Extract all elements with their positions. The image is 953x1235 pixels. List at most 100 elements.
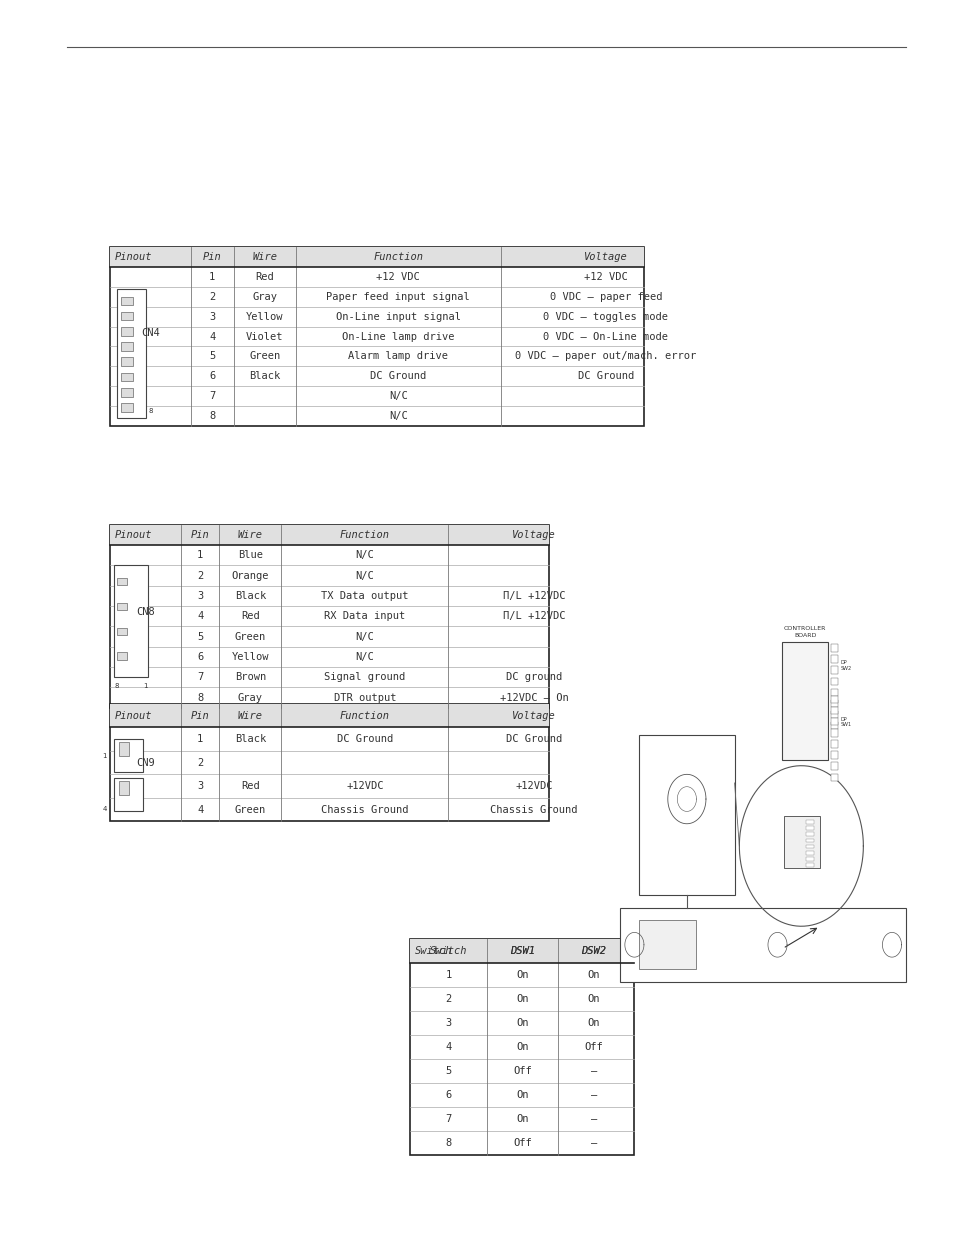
- Bar: [117, 652, 127, 659]
- Text: On: On: [587, 994, 599, 1004]
- Text: 6: 6: [197, 652, 203, 662]
- Text: 0 VDC – On-Line mode: 0 VDC – On-Line mode: [542, 331, 668, 342]
- Text: DC Ground: DC Ground: [370, 372, 426, 382]
- Text: +12 VDC: +12 VDC: [583, 272, 627, 282]
- Text: 3: 3: [197, 592, 203, 601]
- Text: On: On: [516, 1114, 528, 1124]
- Text: DC Ground: DC Ground: [578, 372, 633, 382]
- Text: DP
SW1: DP SW1: [840, 716, 851, 727]
- Text: DC Ground: DC Ground: [336, 734, 393, 745]
- Text: 7: 7: [197, 672, 203, 682]
- Text: 0 VDC – paper feed: 0 VDC – paper feed: [549, 291, 661, 301]
- Text: +12VDC – On: +12VDC – On: [499, 693, 568, 703]
- Text: 8: 8: [209, 411, 215, 421]
- Text: On: On: [516, 969, 528, 979]
- Text: Green: Green: [234, 804, 266, 815]
- Text: 2: 2: [197, 757, 203, 768]
- Text: Switch: Switch: [429, 946, 467, 956]
- Text: Π/L +12VDC: Π/L +12VDC: [502, 611, 565, 621]
- Text: 4: 4: [209, 331, 215, 342]
- Text: 6: 6: [209, 372, 215, 382]
- Bar: [121, 373, 132, 382]
- Text: Voltage: Voltage: [512, 530, 556, 540]
- Bar: [830, 722, 837, 730]
- Text: Signal ground: Signal ground: [324, 672, 405, 682]
- Text: On-Line input signal: On-Line input signal: [335, 311, 460, 321]
- Text: Yellow: Yellow: [232, 652, 269, 662]
- Text: Chassis Ground: Chassis Ground: [490, 804, 578, 815]
- Bar: [121, 403, 132, 411]
- Bar: [119, 742, 129, 756]
- Bar: [110, 704, 548, 727]
- Text: Black: Black: [234, 592, 266, 601]
- Text: Pin: Pin: [203, 252, 221, 262]
- Bar: [117, 627, 127, 635]
- Bar: [805, 863, 813, 867]
- Text: CONTROLLER: CONTROLLER: [783, 626, 825, 631]
- Bar: [119, 782, 129, 794]
- Text: TX Data output: TX Data output: [321, 592, 408, 601]
- Bar: [830, 718, 837, 725]
- Bar: [805, 857, 813, 861]
- Bar: [117, 578, 127, 585]
- Text: 5: 5: [445, 1066, 451, 1076]
- Text: Pinout: Pinout: [114, 710, 152, 721]
- Bar: [805, 826, 813, 830]
- Bar: [114, 739, 143, 772]
- Text: Wire: Wire: [252, 252, 277, 262]
- Text: DC ground: DC ground: [506, 672, 561, 682]
- Text: Pin: Pin: [191, 530, 210, 540]
- Bar: [121, 357, 132, 366]
- Text: Brown: Brown: [234, 672, 266, 682]
- Text: Voltage: Voltage: [512, 710, 556, 721]
- Text: Gray: Gray: [252, 291, 277, 301]
- Bar: [121, 311, 132, 320]
- Text: 4: 4: [197, 804, 203, 815]
- Text: 5: 5: [209, 352, 215, 362]
- Text: BOARD: BOARD: [793, 634, 816, 638]
- Bar: [783, 816, 820, 868]
- Text: On: On: [516, 994, 528, 1004]
- Text: DSW1: DSW1: [509, 946, 535, 956]
- Text: –: –: [590, 1137, 597, 1147]
- Bar: [830, 667, 837, 674]
- Text: CN9: CN9: [136, 757, 154, 768]
- Text: Π/L +12VDC: Π/L +12VDC: [502, 592, 565, 601]
- Text: –: –: [590, 1114, 597, 1124]
- Text: 4: 4: [197, 611, 203, 621]
- Bar: [830, 762, 837, 769]
- Bar: [830, 751, 837, 758]
- Bar: [110, 704, 548, 821]
- Text: Wire: Wire: [237, 710, 263, 721]
- Text: 2: 2: [209, 291, 215, 301]
- Text: DP
SW2: DP SW2: [840, 661, 851, 671]
- Text: Alarm lamp drive: Alarm lamp drive: [348, 352, 448, 362]
- Text: Off: Off: [513, 1066, 531, 1076]
- Bar: [639, 920, 696, 969]
- Text: 6: 6: [445, 1089, 451, 1099]
- Text: Function: Function: [339, 530, 390, 540]
- Bar: [410, 939, 634, 1155]
- Text: 4: 4: [102, 805, 107, 811]
- Text: 7: 7: [209, 391, 215, 401]
- Bar: [410, 939, 634, 962]
- Text: Function: Function: [373, 252, 423, 262]
- Text: 0 VDC – paper out/mach. error: 0 VDC – paper out/mach. error: [515, 352, 696, 362]
- Text: 8: 8: [114, 683, 119, 689]
- Bar: [114, 778, 143, 811]
- Text: Green: Green: [234, 631, 266, 641]
- Bar: [110, 247, 643, 426]
- Text: Off: Off: [584, 1041, 602, 1052]
- Text: On: On: [516, 1089, 528, 1099]
- Bar: [110, 525, 548, 708]
- Text: On: On: [587, 1018, 599, 1028]
- Text: 3: 3: [209, 311, 215, 321]
- Bar: [830, 740, 837, 747]
- Bar: [830, 656, 837, 663]
- Text: DSW1: DSW1: [509, 946, 535, 956]
- Text: CN8: CN8: [136, 608, 154, 618]
- Bar: [805, 845, 813, 848]
- Bar: [781, 642, 827, 760]
- Text: Red: Red: [241, 611, 259, 621]
- Bar: [830, 645, 837, 652]
